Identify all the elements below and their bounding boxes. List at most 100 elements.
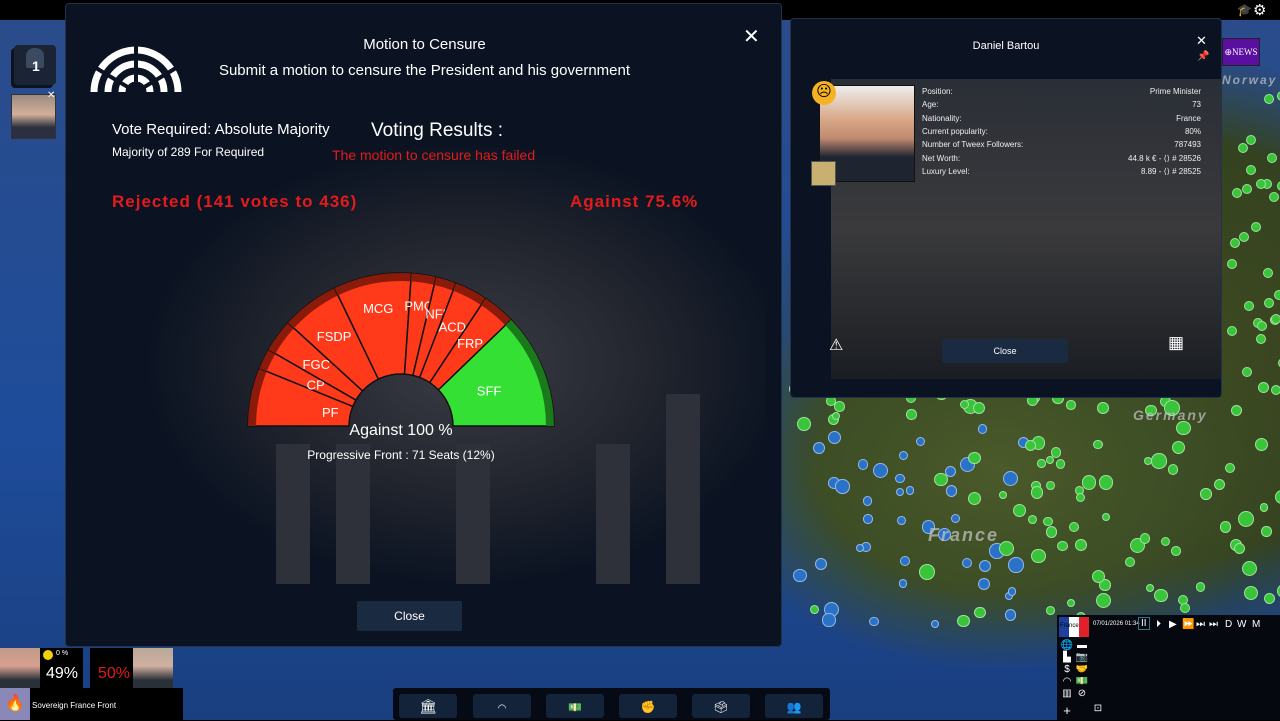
city-marker-green[interactable]: [1067, 599, 1075, 607]
opponent-portrait[interactable]: [133, 648, 173, 688]
city-marker-green[interactable]: [1046, 481, 1055, 490]
city-marker-blue[interactable]: [869, 617, 879, 627]
city-marker-green[interactable]: [1154, 589, 1167, 602]
city-marker-green[interactable]: [1227, 326, 1237, 336]
city-marker-green[interactable]: [1274, 290, 1280, 300]
tank-icon[interactable]: ▬: [1075, 640, 1089, 651]
city-marker-green[interactable]: [1256, 179, 1266, 189]
queue-button[interactable]: 1: [14, 45, 56, 85]
step-button[interactable]: ⏵: [1156, 619, 1161, 630]
city-marker-blue[interactable]: [978, 424, 988, 434]
city-marker-green[interactable]: [1031, 486, 1043, 498]
city-marker-green[interactable]: [834, 401, 844, 411]
city-marker-green[interactable]: [1093, 440, 1103, 450]
city-marker-green[interactable]: [1125, 557, 1135, 567]
city-marker-green[interactable]: [1264, 298, 1274, 308]
city-marker-green[interactable]: [1037, 459, 1045, 467]
city-marker-green[interactable]: [1238, 511, 1254, 527]
city-marker-green[interactable]: [1242, 367, 1252, 377]
city-marker-blue[interactable]: [900, 556, 910, 566]
city-marker-green[interactable]: [1013, 504, 1026, 517]
factory-icon[interactable]: ▙: [1060, 652, 1074, 663]
city-marker-green[interactable]: [1232, 188, 1242, 198]
city-marker-green[interactable]: [1180, 603, 1190, 613]
close-thumb-icon[interactable]: ✕: [47, 90, 55, 101]
city-marker-green[interactable]: [1261, 526, 1272, 537]
city-marker-blue[interactable]: [835, 479, 850, 494]
city-marker-blue[interactable]: [899, 451, 908, 460]
city-marker-green[interactable]: [1255, 438, 1269, 452]
city-marker-green[interactable]: [810, 605, 819, 614]
city-marker-blue[interactable]: [863, 496, 873, 506]
globe-icon[interactable]: 🌐: [1060, 640, 1074, 651]
city-marker-green[interactable]: [1258, 382, 1269, 393]
city-marker-green[interactable]: [1246, 135, 1256, 145]
city-marker-blue[interactable]: [863, 514, 872, 523]
city-marker-green[interactable]: [919, 564, 935, 580]
bar-chart-icon[interactable]: ▥: [1060, 688, 1074, 699]
player-portrait[interactable]: [0, 648, 40, 688]
city-marker-green[interactable]: [1076, 493, 1085, 502]
city-marker-green[interactable]: [1051, 447, 1062, 458]
economy-button[interactable]: 💵: [546, 694, 604, 718]
city-marker-green[interactable]: [1200, 488, 1212, 500]
city-marker-blue[interactable]: [858, 459, 869, 470]
recenter-icon[interactable]: ⊡: [1091, 703, 1105, 714]
city-marker-blue[interactable]: [899, 579, 907, 587]
city-marker-green[interactable]: [973, 402, 985, 414]
city-marker-green[interactable]: [1271, 314, 1280, 324]
city-marker-green[interactable]: [1066, 400, 1075, 409]
fast-forward-button[interactable]: ⏩: [1182, 619, 1194, 630]
city-marker-blue[interactable]: [873, 463, 888, 478]
city-marker-green[interactable]: [1271, 385, 1280, 395]
city-marker-green[interactable]: [1161, 537, 1170, 546]
city-marker-green[interactable]: [1225, 463, 1235, 473]
city-marker-green[interactable]: [1264, 593, 1275, 604]
close-button[interactable]: Close: [942, 339, 1068, 363]
close-icon[interactable]: ✕: [1196, 33, 1207, 49]
city-marker-blue[interactable]: [1008, 557, 1023, 572]
no-satellite-icon[interactable]: ⊘: [1075, 688, 1089, 699]
city-marker-green[interactable]: [1264, 94, 1274, 104]
speed-week[interactable]: W: [1237, 619, 1246, 630]
city-marker-blue[interactable]: [856, 544, 864, 552]
city-marker-blue[interactable]: [813, 442, 825, 454]
close-button[interactable]: Close: [357, 601, 462, 631]
city-marker-green[interactable]: [1220, 521, 1231, 532]
pause-button[interactable]: II: [1138, 617, 1150, 630]
city-marker-green[interactable]: [968, 452, 981, 465]
city-marker-blue[interactable]: [815, 558, 827, 570]
organization-button[interactable]: 👥: [765, 694, 823, 718]
speed-day[interactable]: D: [1225, 619, 1232, 630]
city-marker-green[interactable]: [999, 491, 1008, 500]
city-marker-blue[interactable]: [951, 514, 960, 523]
city-marker-green[interactable]: [1144, 457, 1152, 465]
calendar-icon[interactable]: ▦: [1168, 333, 1184, 353]
city-marker-green[interactable]: [1244, 586, 1258, 600]
city-marker-green[interactable]: [1257, 321, 1267, 331]
city-marker-green[interactable]: [1227, 259, 1237, 269]
city-marker-green[interactable]: [1238, 143, 1248, 153]
city-marker-green[interactable]: [1025, 440, 1036, 451]
tutorial-icon[interactable]: 🎓: [1237, 3, 1252, 17]
news-button[interactable]: ⊕NEWS: [1222, 38, 1260, 66]
city-marker-green[interactable]: [1057, 541, 1067, 551]
city-marker-green[interactable]: [1096, 593, 1112, 609]
play-button[interactable]: ▶: [1169, 619, 1177, 630]
speed-month[interactable]: M: [1252, 619, 1260, 630]
city-marker-green[interactable]: [1102, 513, 1110, 521]
city-marker-blue[interactable]: [931, 620, 939, 628]
city-marker-green[interactable]: [1043, 517, 1053, 527]
city-marker-green[interactable]: [1140, 533, 1150, 543]
city-marker-green[interactable]: [1234, 543, 1246, 555]
city-marker-green[interactable]: [832, 412, 840, 420]
city-marker-green[interactable]: [1146, 584, 1154, 592]
city-marker-blue[interactable]: [916, 437, 925, 446]
parliament-button[interactable]: ◠: [473, 694, 531, 718]
dollar-icon[interactable]: $: [1060, 664, 1074, 675]
city-marker-green[interactable]: [1260, 503, 1268, 511]
settings-gear-icon[interactable]: ⚙: [1253, 1, 1266, 19]
city-marker-green[interactable]: [968, 492, 981, 505]
intrigue-icon[interactable]: ⚠: [829, 335, 843, 355]
city-marker-blue[interactable]: [822, 613, 835, 626]
